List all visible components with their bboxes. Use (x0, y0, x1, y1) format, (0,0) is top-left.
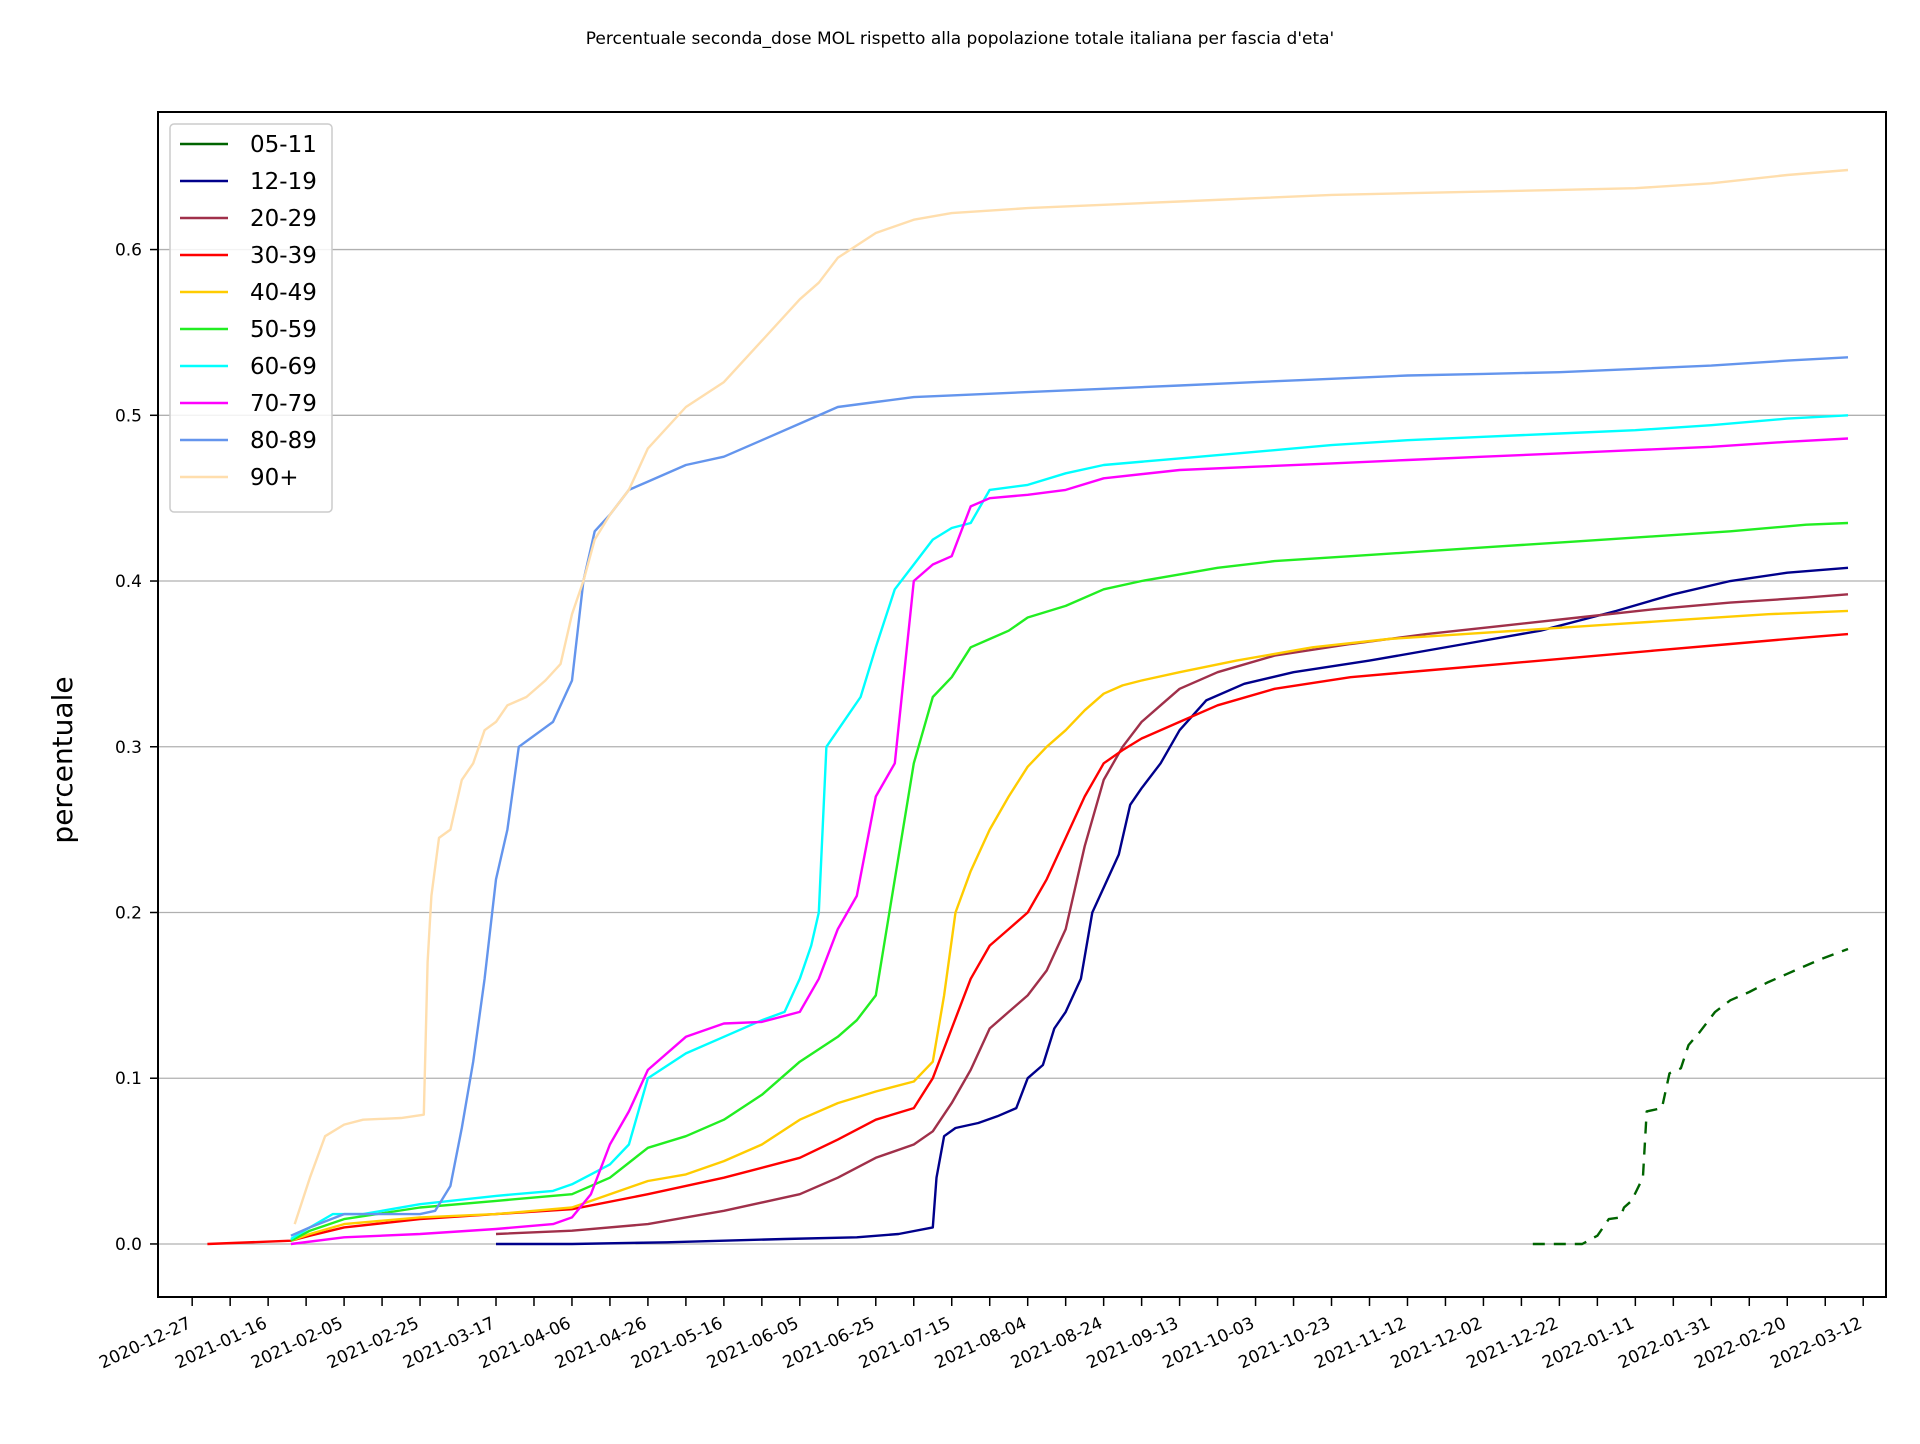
legend-entry-12-19: 12-19 (180, 169, 317, 195)
legend-label: 30-39 (250, 243, 317, 269)
plot-frame (157, 111, 1887, 1298)
legend-label: 60-69 (250, 354, 317, 380)
grid-lines (158, 248, 1886, 1245)
legend-label: 12-19 (250, 169, 317, 195)
y-tick-label: 0.6 (115, 241, 142, 261)
series-line-90+ (293, 168, 1849, 1225)
legend: 05-11 12-19 20-29 30-39 40-49 50-59 60-69 70-79… (169, 123, 333, 513)
series-line-40-49 (290, 609, 1849, 1242)
y-axis: 0.0 0.1 0.2 0.3 0.4 0.5 0.6 (115, 241, 158, 1255)
y-tick-label: 0.3 (115, 738, 142, 758)
legend-entry-60-69: 60-69 (180, 354, 317, 380)
legend-entry-50-59: 50-59 (180, 317, 317, 343)
legend-label: 90+ (250, 465, 299, 491)
legend-label: 70-79 (250, 391, 317, 417)
chart-title: Percentuale seconda_dose MOL rispetto al… (586, 29, 1334, 49)
series-line-20-29 (495, 593, 1849, 1236)
series-line-50-59 (290, 521, 1849, 1242)
series-line-80-89 (290, 356, 1849, 1237)
legend-entry-40-49: 40-49 (180, 280, 317, 306)
legend-label: 80-89 (250, 428, 317, 454)
legend-entry-70-79: 70-79 (180, 391, 317, 417)
y-axis-label: percentuale (46, 676, 79, 843)
legend-label: 20-29 (250, 206, 317, 232)
y-tick-label: 0.2 (115, 903, 142, 923)
series-line-70-79 (290, 437, 1849, 1246)
legend-entry-30-39: 30-39 (180, 243, 317, 269)
legend-entry-05-11: 05-11 (180, 132, 317, 158)
legend-label: 50-59 (250, 317, 317, 343)
legend-box (169, 123, 333, 513)
series-lines (207, 168, 1849, 1246)
series-line-05-11 (1532, 947, 1849, 1246)
legend-label: 40-49 (250, 280, 317, 306)
y-tick-label: 0.5 (115, 406, 142, 426)
legend-entry-20-29: 20-29 (180, 206, 317, 232)
x-axis: 2020-12-272021-01-162021-02-052021-02-25… (96, 1297, 1865, 1373)
y-tick-label: 0.0 (115, 1235, 142, 1255)
legend-entry-90+: 90+ (180, 465, 299, 491)
series-line-60-69 (290, 414, 1849, 1241)
series-line-30-39 (207, 632, 1849, 1246)
series-line-12-19 (496, 566, 1849, 1246)
legend-label: 05-11 (250, 132, 317, 158)
y-tick-label: 0.1 (115, 1069, 142, 1089)
legend-entry-80-89: 80-89 (180, 428, 317, 454)
y-tick-label: 0.4 (115, 572, 142, 592)
